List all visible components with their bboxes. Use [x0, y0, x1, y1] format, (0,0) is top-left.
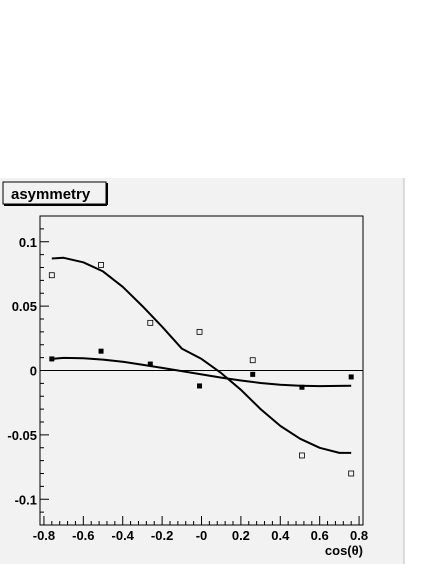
chart-title-box: asymmetry [2, 181, 108, 206]
y-tick-label: -0.05 [7, 428, 37, 443]
x-tick-label: 0.8 [350, 528, 368, 543]
x-tick-label: -0.6 [72, 528, 94, 543]
open-square-point [348, 470, 355, 477]
y-tick-label: -0.1 [15, 492, 37, 507]
y-tick-label: 0 [30, 364, 37, 379]
x-tick-label: -0.2 [151, 528, 173, 543]
y-tick-label: 0.1 [19, 235, 37, 250]
filled-square-point [98, 348, 104, 354]
filled-square-point [348, 374, 354, 380]
x-tick-label: 0.2 [232, 528, 250, 543]
filled-square-point [147, 361, 153, 367]
filled-square-point [49, 356, 55, 362]
open-square-point [196, 328, 203, 335]
filled-square-point [299, 384, 305, 390]
x-tick-label: 0.4 [271, 528, 290, 543]
open-square-point [147, 319, 154, 326]
y-tick-label: 0.05 [12, 299, 37, 314]
fit-curves [51, 256, 352, 454]
x-tick-label: -0 [196, 528, 208, 543]
x-tick-label: -0.4 [112, 528, 135, 543]
open-square-point [299, 452, 305, 459]
x-axis-title: cos(θ) [325, 543, 363, 558]
filled-square-point [250, 371, 256, 377]
open-square-point [249, 357, 256, 364]
x-tick-label: -0.8 [33, 528, 55, 543]
x-tick-label: 0.6 [311, 528, 329, 543]
fit-curve-2 [51, 356, 352, 388]
open-square-point [98, 262, 104, 268]
data-points [48, 262, 355, 477]
open-square-point [48, 272, 55, 279]
filled-square-point [197, 383, 203, 389]
chart-title: asymmetry [11, 186, 91, 203]
axes: -0.8 -0.6 -0.4 -0.2 -0 0.2 0.4 0.6 0.8 0.1 0.05 0 -0… [7, 215, 368, 543]
fit-curve-1 [51, 256, 352, 454]
